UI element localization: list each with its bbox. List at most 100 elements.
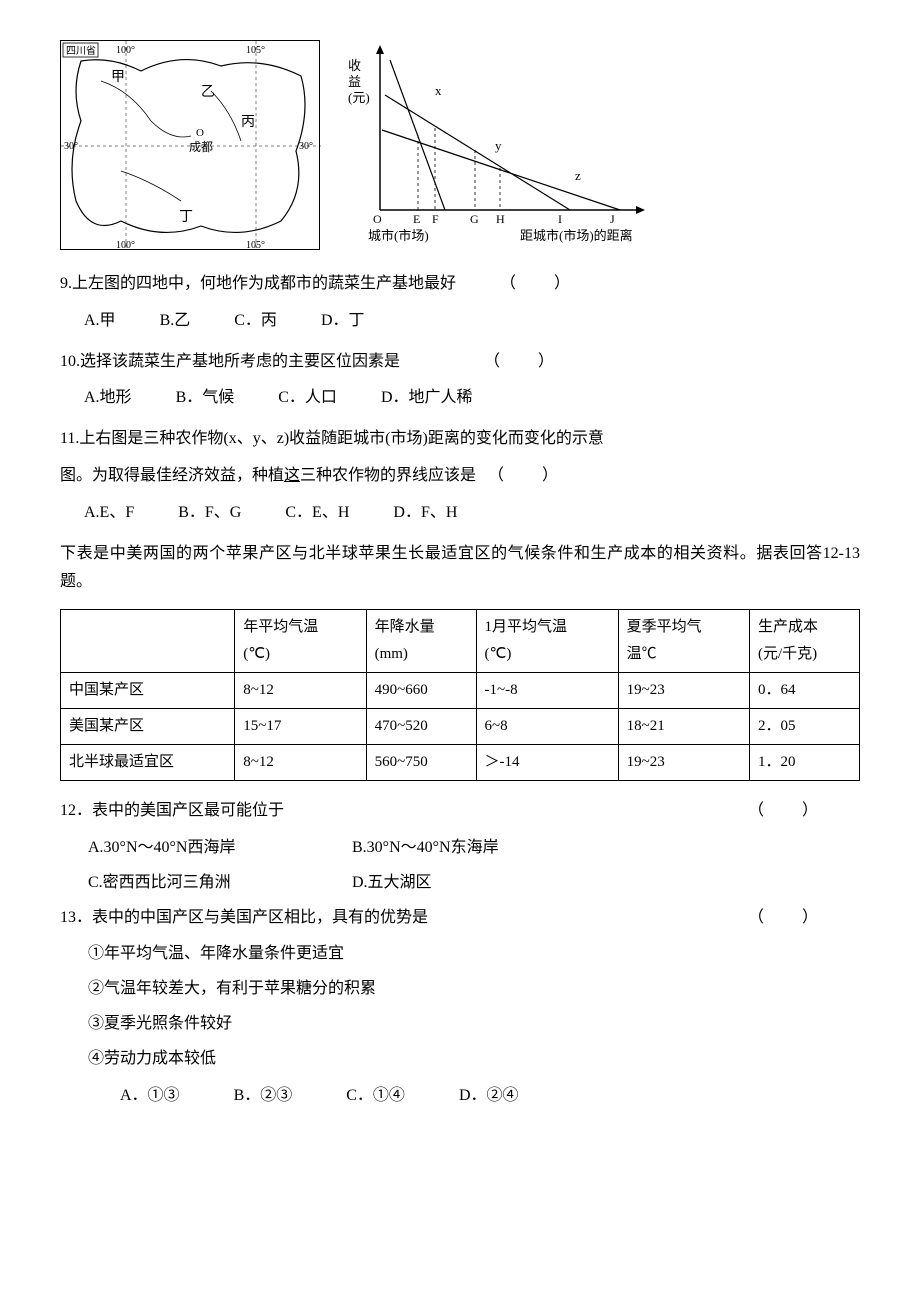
th-jan-temp: 1月平均气温(℃) [476, 610, 618, 673]
q11-opt-a: A.E、F [84, 499, 134, 528]
y-label-2: 益 [348, 74, 361, 89]
q13-opt-c: C．①④ [346, 1082, 405, 1111]
r1-c4: 18~21 [618, 709, 749, 745]
tick-h: H [496, 212, 505, 226]
th-avg-temp: 年平均气温(℃) [235, 610, 366, 673]
q9-text: 9.上左图的四地中，何地作为成都市的蔬菜生产基地最好 [60, 275, 456, 292]
table-header-row: 年平均气温(℃) 年降水量(mm) 1月平均气温(℃) 夏季平均气温℃ 生产成本… [61, 610, 860, 673]
table-row: 中国某产区 8~12 490~660 -1~-8 19~23 0．64 [61, 673, 860, 709]
q11-text1: 11.上右图是三种农作物(x、y、z)收益随距城市(市场)距离的变化而变化的示意 [60, 430, 604, 447]
q9-opt-b: B.乙 [160, 307, 191, 336]
q10-opt-b: B．气候 [176, 384, 235, 413]
question-12: 12．表中的美国产区最可能位于 （ ） [60, 797, 860, 826]
r1-name: 美国某产区 [61, 709, 235, 745]
r0-c2: 490~660 [366, 673, 476, 709]
q12-options-row1: A.30°N～40°N西海岸 B.30°N～40°N东海岸 [60, 834, 860, 863]
r0-c1: 8~12 [235, 673, 366, 709]
table-intro: 下表是中美两国的两个苹果产区与北半球苹果生长最适宜区的气候条件和生产成本的相关资… [60, 540, 860, 598]
sichuan-map: 四川省 100° 105° 100° 105° 30° 30° 甲 乙 丙 丁 … [60, 40, 320, 250]
question-11b: 图。为取得最佳经济效益，种植这三种农作物的界线应该是 （ ） [60, 462, 860, 491]
q10-options: A.地形 B．气候 C．人口 D．地广人稀 [60, 384, 860, 413]
r2-c3: ＞-14 [476, 745, 618, 781]
r1-c5: 2．05 [749, 709, 859, 745]
q11-paren: （ ） [488, 467, 560, 484]
q12-opt-c: C.密西西比河三角洲 [88, 869, 348, 898]
th-blank [61, 610, 235, 673]
q9-opt-c: C．丙 [234, 307, 277, 336]
graph-svg: 收 益 (元) x y z O E F G H I J 城市(市场) 距城市(市… [340, 40, 660, 250]
city-chengdu: 成都 [189, 140, 213, 154]
line-z: z [575, 168, 581, 183]
loc-ding: 丁 [179, 210, 193, 225]
q13-paren: （ ） [748, 904, 820, 933]
q13-s4: ④劳动力成本较低 [60, 1045, 860, 1074]
q12-paren: （ ） [748, 797, 820, 826]
origin-label: 城市(市场) [368, 228, 429, 243]
loc-bing: 丙 [241, 115, 255, 130]
q12-opt-b: B.30°N～40°N东海岸 [352, 839, 499, 856]
q13-opt-d: D．②④ [459, 1082, 519, 1111]
loc-yi: 乙 [201, 84, 215, 100]
r2-c5: 1．20 [749, 745, 859, 781]
profit-distance-graph: 收 益 (元) x y z O E F G H I J 城市(市场) 距城市(市… [340, 40, 660, 250]
q12-opt-a: A.30°N～40°N西海岸 [88, 834, 348, 863]
q9-options: A.甲 B.乙 C．丙 D．丁 [60, 307, 860, 336]
figures-row: 四川省 100° 105° 100° 105° 30° 30° 甲 乙 丙 丁 … [60, 40, 860, 250]
line-y: y [495, 138, 502, 153]
q10-text: 10.选择该蔬菜生产基地所考虑的主要区位因素是 [60, 353, 400, 370]
lat-30r: 30° [299, 141, 313, 152]
loc-jia: 甲 [111, 70, 125, 85]
r2-c4: 19~23 [618, 745, 749, 781]
lon-105: 105° [246, 45, 265, 56]
line-x: x [435, 83, 442, 98]
r0-c4: 19~23 [618, 673, 749, 709]
r0-c5: 0．64 [749, 673, 859, 709]
q10-opt-a: A.地形 [84, 384, 132, 413]
question-13: 13．表中的中国产区与美国产区相比，具有的优势是 （ ） [60, 904, 860, 933]
question-9: 9.上左图的四地中，何地作为成都市的蔬菜生产基地最好 （ ） [60, 270, 860, 299]
q11-options: A.E、F B．F、G C．E、H D．F、H [60, 499, 860, 528]
map-svg: 四川省 100° 105° 100° 105° 30° 30° 甲 乙 丙 丁 … [61, 41, 321, 251]
y-label-1: 收 [348, 58, 361, 73]
r0-c3: -1~-8 [476, 673, 618, 709]
table-row: 北半球最适宜区 8~12 560~750 ＞-14 19~23 1．20 [61, 745, 860, 781]
map-corner-label: 四川省 [66, 44, 96, 57]
r2-c2: 560~750 [366, 745, 476, 781]
q13-opt-a: A．①③ [120, 1082, 180, 1111]
r1-c1: 15~17 [235, 709, 366, 745]
table-row: 美国某产区 15~17 470~520 6~8 18~21 2．05 [61, 709, 860, 745]
q11-opt-b: B．F、G [178, 499, 241, 528]
y-label-3: (元) [348, 90, 370, 105]
q13-s1: ①年平均气温、年降水量条件更适宜 [60, 940, 860, 969]
q11-opt-d: D．F、H [393, 499, 457, 528]
tick-j: J [610, 212, 615, 226]
q12-opt-d: D.五大湖区 [352, 874, 432, 891]
apple-region-table: 年平均气温(℃) 年降水量(mm) 1月平均气温(℃) 夏季平均气温℃ 生产成本… [60, 609, 860, 781]
r0-name: 中国某产区 [61, 673, 235, 709]
q11-opt-c: C．E、H [285, 499, 349, 528]
q12-text: 12．表中的美国产区最可能位于 [60, 802, 284, 819]
th-summer-temp: 夏季平均气温℃ [618, 610, 749, 673]
q9-opt-d: D．丁 [321, 307, 365, 336]
q13-s3: ③夏季光照条件较好 [60, 1010, 860, 1039]
th-cost: 生产成本(元/千克) [749, 610, 859, 673]
tick-e: E [413, 212, 420, 226]
q13-s2: ②气温年较差大，有利于苹果糖分的积累 [60, 975, 860, 1004]
question-11: 11.上右图是三种农作物(x、y、z)收益随距城市(市场)距离的变化而变化的示意 [60, 425, 860, 454]
lat-30l: 30° [64, 141, 78, 152]
lon-100: 100° [116, 45, 135, 56]
question-10: 10.选择该蔬菜生产基地所考虑的主要区位因素是 （ ） [60, 348, 860, 377]
q11-text2: 图。为取得最佳经济效益，种植 [60, 467, 284, 484]
x-axis-label: 距城市(市场)的距离 [520, 228, 633, 243]
lon-100b: 100° [116, 240, 135, 251]
q10-opt-d: D．地广人稀 [381, 384, 473, 413]
r2-c1: 8~12 [235, 745, 366, 781]
q9-opt-a: A.甲 [84, 307, 116, 336]
tick-i: I [558, 212, 562, 226]
r1-c2: 470~520 [366, 709, 476, 745]
q13-options: A．①③ B．②③ C．①④ D．②④ [60, 1082, 860, 1111]
tick-f: F [432, 212, 439, 226]
city-marker: O [196, 127, 204, 139]
q11-text3: 三种农作物的界线应该是 [300, 467, 476, 484]
r1-c3: 6~8 [476, 709, 618, 745]
